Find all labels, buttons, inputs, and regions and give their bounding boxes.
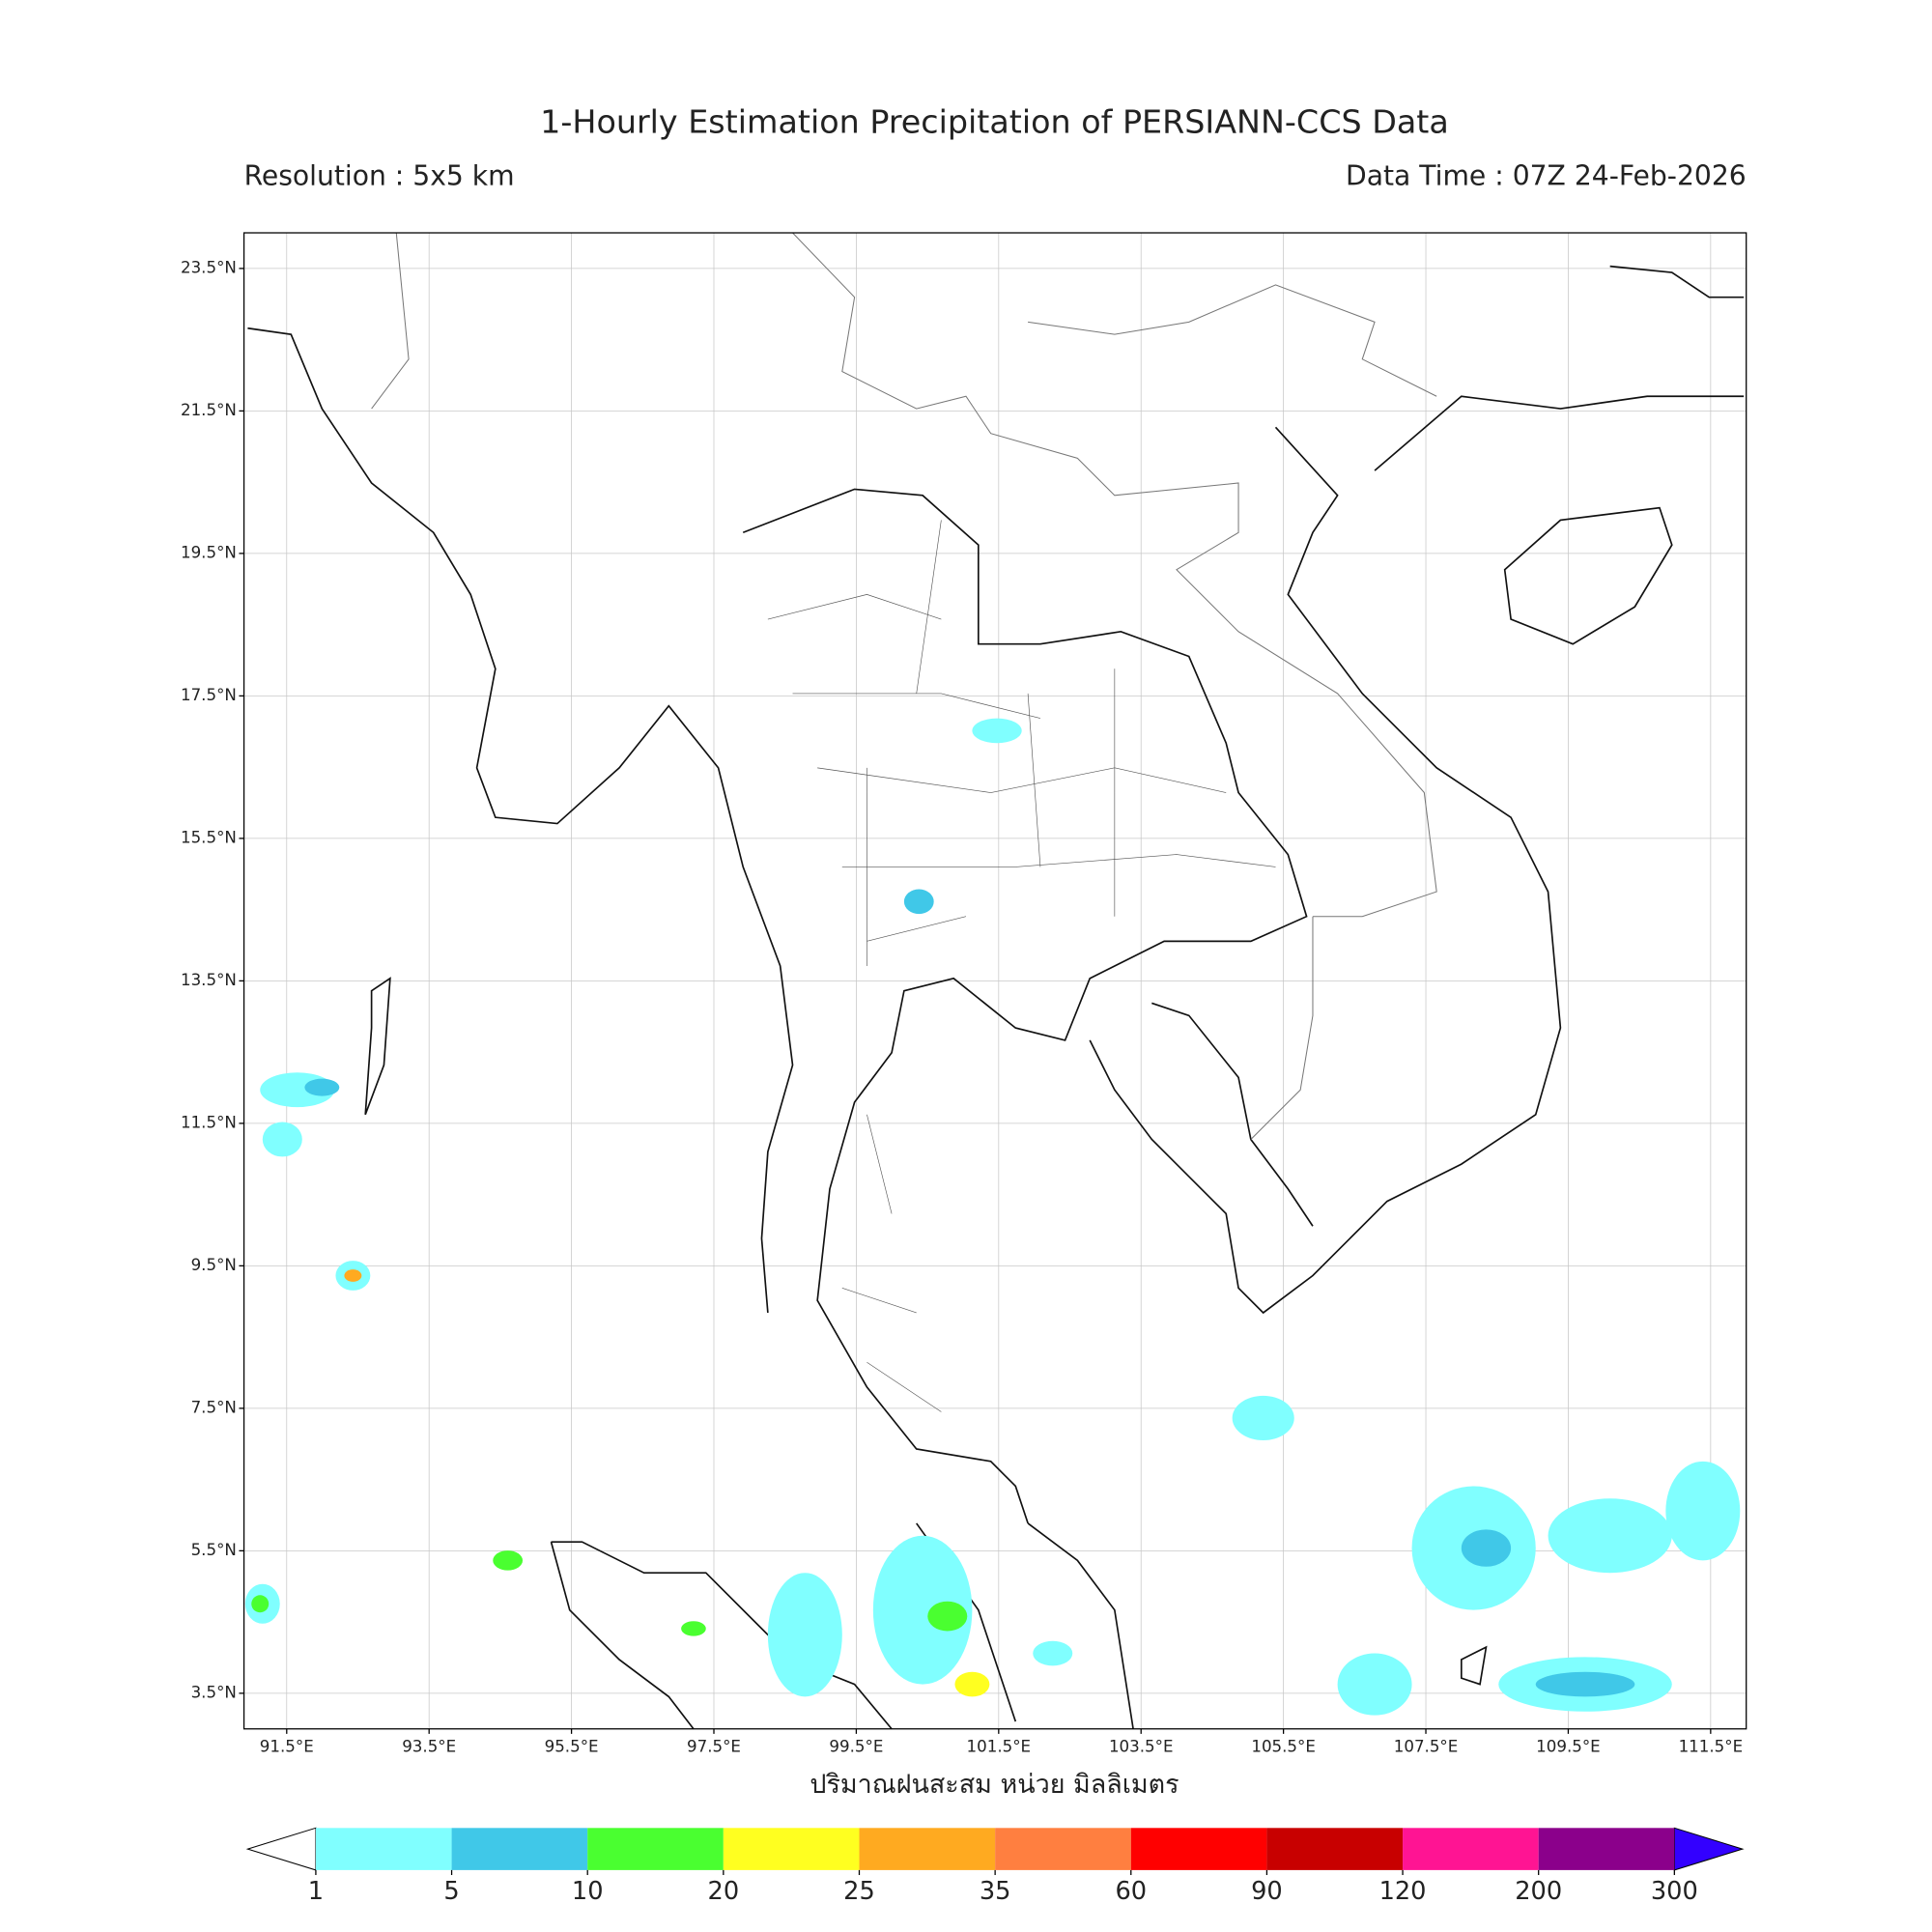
subtitle-right: Data Time : 07Z 24-Feb-2026 [1346,159,1747,191]
x-tick-label: 103.5°E [1109,1737,1174,1755]
x-tick-label: 105.5°E [1251,1737,1316,1755]
colorbar-label: 35 [980,1877,1011,1906]
coastline-sumatra [550,1541,893,1730]
colorbar-segment [451,1828,588,1870]
y-tick-label: 17.5°N [181,686,237,704]
rain-area [304,1078,340,1096]
y-tick-label: 19.5°N [181,543,237,561]
rain-area [493,1550,524,1571]
province-lines [767,520,1276,1412]
y-tick-label: 11.5°N [181,1113,237,1131]
y-tick-label: 9.5°N [191,1256,237,1274]
colorbar-label: 120 [1379,1877,1427,1906]
geography [247,232,1745,1730]
rain-area [927,1601,968,1632]
x-tick-label: 101.5°E [967,1737,1032,1755]
rain-area [1337,1653,1412,1716]
rain-area [262,1122,302,1157]
rain-area [344,1269,362,1282]
colorbar-segment [1130,1828,1267,1870]
rain-area [1548,1498,1672,1574]
coastline-thailand [742,488,1308,1524]
x-tick-label: 107.5°E [1394,1737,1459,1755]
y-tick-label: 15.5°N [181,828,237,846]
rain-area [1461,1529,1512,1567]
x-tick-label: 111.5°E [1679,1737,1744,1755]
y-tick-label: 3.5°N [191,1683,237,1701]
coastline-hainan [1503,506,1673,645]
colorbar-label: 1 [308,1877,324,1906]
x-axis-label: ปริมาณฝนสะสม หน่วย มิลลิเมตร [810,1770,1179,1800]
y-tick-label: 5.5°N [191,1541,237,1559]
coastline-islands [364,977,1488,1686]
rain-area [251,1595,270,1613]
colorbar-label: 20 [708,1877,740,1906]
rain-area [1232,1395,1294,1441]
x-tick-label: 99.5°E [829,1737,883,1755]
x-tick-label: 97.5°E [687,1737,741,1755]
coastline-myanmar [247,327,794,1314]
grid-layer [243,233,1747,1729]
x-tick-label: 91.5°E [260,1737,314,1755]
rain-area [972,718,1022,744]
rain-area [767,1573,842,1697]
y-tick-label: 23.5°N [181,258,237,276]
colorbar-segment [723,1828,860,1870]
country-borders [371,232,1437,1140]
colorbar-segment [315,1828,452,1870]
colorbar-segment [1266,1828,1404,1870]
rain-area [681,1621,706,1636]
colorbar-label: 25 [843,1877,875,1906]
rain-area [1665,1461,1741,1561]
rain-area [1033,1640,1073,1666]
x-tick-label: 93.5°E [402,1737,456,1755]
colorbar-label: 5 [443,1877,459,1906]
colorbar-segment [995,1828,1131,1870]
y-tick-label: 7.5°N [191,1398,237,1416]
precipitation [244,718,1741,1716]
colorbar-label: 90 [1251,1877,1283,1906]
colorbar-label: 60 [1115,1877,1147,1906]
x-tick-label: 109.5°E [1536,1737,1601,1755]
rain-area [1535,1671,1635,1697]
colorbar-label: 300 [1651,1877,1698,1906]
colorbar-segment [859,1828,996,1870]
y-tick-label: 21.5°N [181,401,237,419]
colorbar-label: 200 [1515,1877,1562,1906]
colorbar-label: 10 [572,1877,604,1906]
subtitle-left: Resolution : 5x5 km [244,159,515,191]
colorbar-segment [1403,1828,1539,1870]
coastline-vietnam [1089,426,1562,1315]
y-tick-label: 13.5°N [181,971,237,989]
rain-area [872,1535,973,1685]
colorbar-under [245,1827,317,1871]
coastline-china [1374,265,1745,471]
coastline-cambodia-gulf [1151,1002,1314,1227]
rain-area [954,1671,990,1697]
title: 1-Hourly Estimation Precipitation of PER… [540,103,1449,141]
colorbar-segment [1538,1828,1675,1870]
rain-area [903,889,934,915]
x-tick-label: 95.5°E [545,1737,599,1755]
colorbar-over [1673,1827,1745,1871]
colorbar-segment [587,1828,724,1870]
colorbar: 1 5 10 20 25 35 60 90 120 200 300 [245,1827,1745,1906]
